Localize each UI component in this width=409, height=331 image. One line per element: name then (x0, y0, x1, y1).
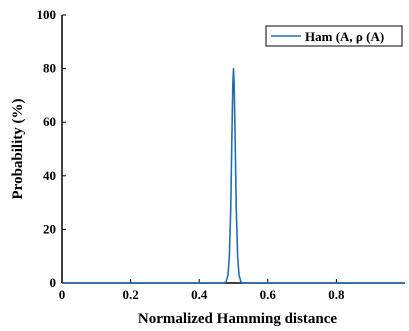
x-tick-label: 0.8 (328, 287, 345, 302)
y-axis-label: Probability (%) (10, 99, 26, 200)
y-tick-label: 40 (43, 168, 56, 183)
tick-marks (61, 14, 337, 284)
legend-entry-label: Ham (A, ρ (A) (305, 29, 384, 44)
x-tick-label: 0.2 (122, 287, 138, 302)
legend: Ham (A, ρ (A) (265, 25, 403, 47)
y-tick-label: 20 (43, 221, 56, 236)
x-axis-label: Normalized Hamming distance (138, 311, 337, 327)
legend-box (265, 25, 403, 47)
y-tick-label: 0 (50, 275, 57, 290)
series-line (62, 67, 405, 284)
x-tick-label: 0.4 (191, 287, 208, 302)
x-tick-label: 0 (59, 287, 66, 302)
tick-labels: 0 20 40 60 80 100 0 0.2 0.4 0.6 0.8 (37, 7, 346, 302)
axes (61, 15, 405, 284)
y-tick-label: 80 (43, 61, 56, 76)
y-tick-label: 100 (37, 7, 57, 22)
plot-area (62, 67, 405, 284)
y-tick-label: 60 (43, 114, 56, 129)
x-tick-label: 0.6 (260, 287, 277, 302)
